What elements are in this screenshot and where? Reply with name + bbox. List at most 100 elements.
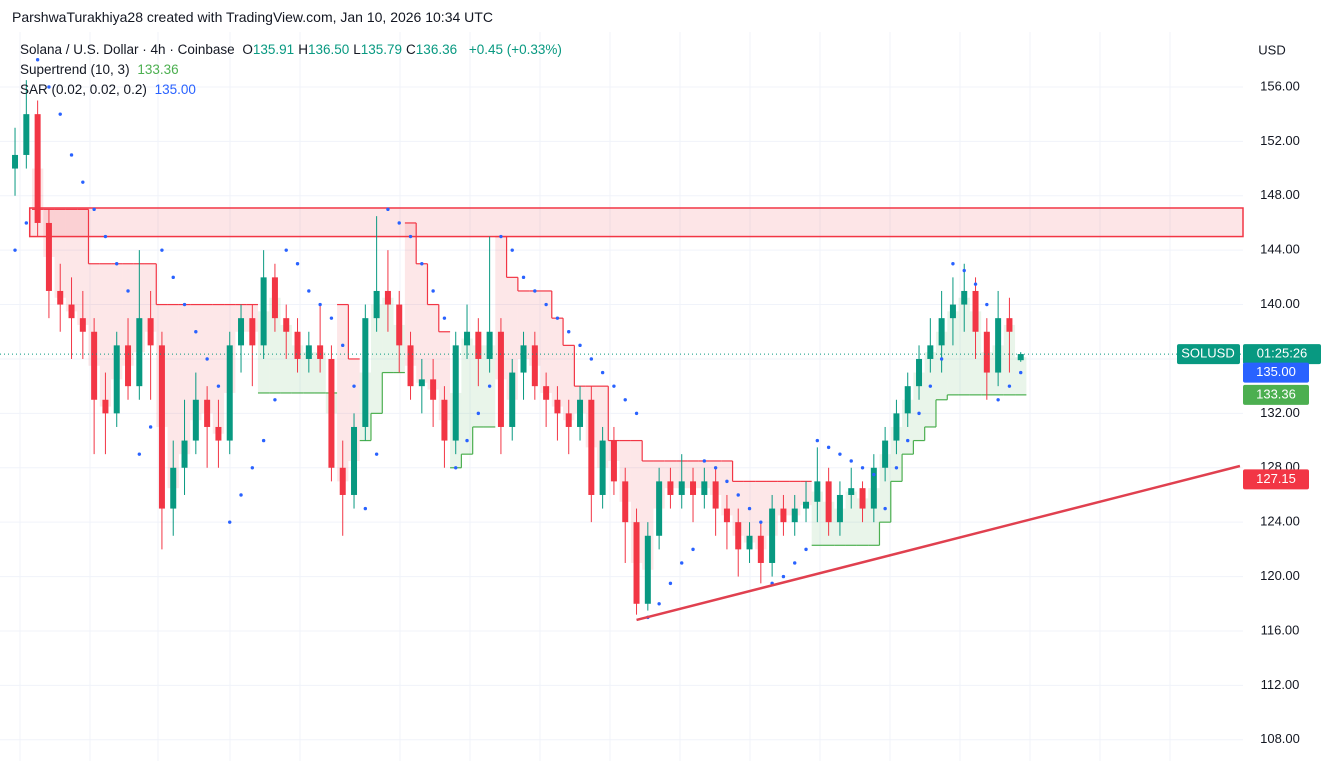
- sar-dot: [1019, 370, 1023, 375]
- candle-body: [904, 386, 911, 414]
- trendline: [636, 464, 1241, 622]
- indicator-value: 135.00: [154, 82, 196, 97]
- sar-dot: [476, 411, 481, 416]
- supertrend-fill: [461, 338, 473, 455]
- supertrend-fill: [382, 297, 394, 373]
- resistance-zone: [28, 207, 1244, 238]
- candle-body: [859, 488, 866, 509]
- indicator-value: 133.36: [137, 62, 179, 77]
- supertrend-fill: [958, 297, 970, 395]
- sar-dot: [612, 384, 616, 388]
- supertrend-fill: [77, 209, 89, 325]
- sar-dot: [691, 547, 695, 552]
- sar-dot: [115, 262, 119, 266]
- supertrend-fill: [924, 352, 936, 427]
- candle-body: [441, 399, 448, 441]
- sar-dot: [804, 547, 808, 552]
- candle-body: [328, 358, 335, 468]
- candle-body: [531, 345, 538, 387]
- candle-body: [407, 345, 414, 387]
- supertrend-fill: [99, 263, 112, 407]
- candle-body: [870, 467, 877, 509]
- sar-dot: [465, 438, 469, 443]
- currency: USD: [1258, 42, 1285, 57]
- sar-dot: [307, 289, 311, 293]
- supertrend-fill: [845, 491, 857, 546]
- candle-body: [181, 440, 188, 468]
- candle-body: [972, 290, 979, 332]
- sar-dot: [1007, 384, 1012, 388]
- supertrend-fill: [755, 481, 767, 550]
- supertrend-fill: [551, 318, 564, 407]
- sar-dot: [487, 384, 492, 388]
- sar-dot: [510, 248, 514, 252]
- sar-dot: [171, 275, 175, 280]
- price-label-bg: [1243, 384, 1309, 405]
- y-tick-label: 148.00: [1260, 187, 1300, 202]
- symbol: Solana / U.S. Dollar · 4h · Coinbase: [20, 42, 235, 57]
- candle-body: [452, 345, 459, 441]
- candle-body: [882, 440, 889, 468]
- sar-dot: [341, 343, 345, 348]
- sar-dot: [58, 112, 62, 116]
- candle-body: [983, 331, 990, 373]
- sar-dot: [917, 411, 921, 416]
- sar-dot: [657, 602, 661, 606]
- supertrend-fill: [88, 263, 100, 366]
- supertrend-fill: [506, 277, 518, 400]
- legend-sar[interactable]: SAR (0.02, 0.02, 0.2) 135.00: [20, 82, 200, 97]
- supertrend-fill: [732, 481, 744, 536]
- sar-dot: [386, 207, 390, 212]
- sar-dot: [623, 398, 627, 402]
- sar-dot: [47, 85, 51, 89]
- sar-dot: [160, 248, 164, 252]
- price-label-bg: [1243, 469, 1309, 490]
- sar-dot: [544, 302, 548, 307]
- supertrend-fill: [596, 386, 609, 468]
- candle-body: [723, 508, 730, 523]
- candle-body: [12, 154, 19, 169]
- candle-body: [305, 345, 312, 359]
- sar-dot: [725, 479, 729, 484]
- sar-dot: [996, 398, 1000, 402]
- sar-dot: [69, 153, 74, 157]
- supertrend-fill: [167, 304, 179, 489]
- supertrend-fill: [540, 290, 552, 393]
- sar-dot: [578, 343, 582, 348]
- candle-body: [102, 399, 109, 414]
- candle-body: [690, 481, 697, 495]
- sar-dot: [600, 370, 605, 375]
- y-tick-label: 120.00: [1260, 568, 1300, 583]
- candle-body: [351, 426, 358, 495]
- legend-supertrend[interactable]: Supertrend (10, 3) 133.36: [20, 62, 183, 77]
- ohlc-value: 136.36: [415, 42, 458, 57]
- candle-body: [667, 481, 674, 495]
- candle-body: [836, 494, 843, 523]
- candle-body: [791, 508, 798, 523]
- sar-dot: [680, 561, 684, 565]
- candle-body: [543, 386, 550, 400]
- supertrend-fill: [370, 304, 383, 414]
- sar-dot: [273, 398, 277, 402]
- candle-body: [68, 304, 75, 319]
- supertrend-fill: [1015, 357, 1027, 395]
- candle-body: [339, 467, 346, 495]
- price-label: 127.15: [1256, 471, 1296, 486]
- sar-dot: [454, 466, 458, 470]
- sar-dot: [13, 248, 17, 252]
- candle-body: [757, 535, 764, 563]
- candle-body: [814, 481, 821, 502]
- sar-dot: [872, 472, 876, 477]
- sar-dot: [713, 466, 718, 470]
- candle-body: [192, 399, 199, 441]
- candle-body: [23, 114, 30, 155]
- candle-body: [271, 277, 278, 319]
- sar-dot: [408, 234, 413, 239]
- sar-dot: [793, 561, 797, 565]
- candle-body: [486, 331, 493, 359]
- ticker-bg: [1177, 344, 1240, 365]
- candle-body: [384, 290, 391, 305]
- sar-dot: [736, 493, 740, 497]
- ohlc: O135.91 H136.50 L135.79 C136.36: [242, 42, 461, 57]
